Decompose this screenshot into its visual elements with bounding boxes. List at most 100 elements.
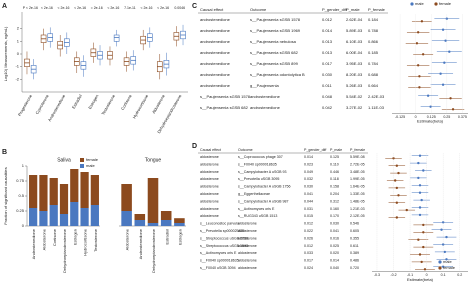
table-cell: s__Prevotella uSGB 3095	[238, 177, 279, 181]
facet-title: Tongue	[145, 157, 162, 163]
table-cell: 0.355	[350, 236, 359, 240]
table-cell: 0.012	[322, 17, 333, 22]
table-cell: s__Actinomyces oris E	[238, 207, 275, 211]
x-tick-label: 0	[426, 273, 428, 277]
table-cell: 0.204	[330, 192, 339, 196]
legend-swatch	[438, 260, 442, 264]
y-axis-label: Log10( Measurements, ng/mL)	[3, 26, 8, 81]
table-cell: 3.27E-02	[346, 105, 363, 110]
table-cell: 5.89E-03	[346, 28, 363, 33]
estimate-point	[449, 97, 452, 100]
table-cell: 0.688	[368, 72, 379, 77]
x-tick-label: Estrogen	[72, 229, 77, 245]
table-cell: 0.788	[368, 28, 379, 33]
legend-label: female	[443, 265, 456, 270]
table-cell: androstenedione	[200, 61, 231, 66]
column-header: Outcome	[250, 7, 267, 12]
table-cell: aldosterone	[200, 155, 219, 159]
x-tick-label: Testosterone	[93, 228, 98, 252]
table-cell: 0.049	[304, 170, 313, 174]
table-cell: 0.030	[304, 185, 313, 189]
legend-swatch	[438, 266, 442, 270]
y-tick-label: 2	[17, 26, 20, 31]
x-axis-label: Estimate(beta)	[407, 277, 434, 282]
table-cell: 0.048	[322, 94, 333, 99]
estimate-point	[405, 208, 408, 212]
legend-label: female	[439, 1, 452, 6]
bar-segment	[59, 184, 69, 214]
table-cell: 0.184	[368, 17, 379, 22]
estimate-point	[418, 191, 422, 194]
column-header: P_gender_diff	[322, 7, 348, 12]
estimate-point	[395, 186, 399, 190]
legend-label: male	[443, 259, 452, 264]
x-tick-label: 0.2	[457, 273, 462, 277]
estimate-point	[418, 253, 422, 256]
table-cell: 0.160	[330, 207, 339, 211]
table-cell: s__Paujensenia sGSB 682	[200, 105, 249, 110]
bar-segment	[134, 220, 146, 226]
y-tick-label: 0.25	[16, 208, 25, 213]
table-cell: 5.54E-02	[346, 94, 363, 99]
estimate-point	[415, 42, 419, 45]
x-tick-label: Cyproterone	[34, 93, 50, 115]
table-cell: 0.044	[304, 199, 313, 203]
table-cell: 0.025	[330, 244, 339, 248]
table-cell: aldosterone	[200, 170, 219, 174]
estimate-point	[440, 228, 443, 231]
table-cell: androstenedione	[250, 105, 281, 110]
x-tick-label: -0.2	[390, 273, 396, 277]
estimate-point	[395, 201, 399, 204]
estimate-point	[422, 231, 425, 234]
annotation: P < 2e-16	[23, 6, 38, 10]
annotation: < 2e-16	[58, 6, 70, 10]
table-cell: 1.99E-05	[350, 177, 365, 181]
annotation: < 2e-16	[74, 6, 86, 10]
table-cell: s__Streptococcus uSGB 2756	[200, 236, 248, 240]
table-cell: s__F0040 uSGB 3094	[200, 266, 236, 270]
table-cell: 0.012	[304, 222, 313, 226]
table-cell: aldosterone	[238, 229, 257, 233]
x-tick-label: Hydrocortisone	[83, 228, 88, 256]
estimate-point	[417, 238, 420, 241]
table-cell: 1.48E-05	[350, 199, 365, 203]
column-header: P_gender_diff	[304, 148, 326, 152]
table-cell: 2.12E-05	[350, 214, 365, 218]
estimate-point	[441, 83, 445, 86]
table-cell: 1.33E-05	[350, 192, 365, 196]
table-cell: 5.59E-08	[350, 155, 365, 159]
bar-segment	[134, 214, 146, 220]
estimate-point	[420, 260, 423, 264]
column-header: Outcome	[238, 148, 253, 152]
table-cell: aldosterone	[200, 177, 219, 181]
estimate-point	[422, 223, 425, 227]
bar-segment	[49, 178, 58, 205]
annotation: < 2e-16	[41, 6, 53, 10]
table-cell: 0.664	[368, 83, 379, 88]
table-cell: 6.10E-03	[346, 39, 363, 44]
table-cell: aldosterone	[200, 214, 219, 218]
table-cell: 0.110	[330, 162, 339, 166]
x-tick-label: Progesterone	[17, 93, 34, 117]
estimate-point	[418, 184, 422, 187]
table-cell: 0.016	[330, 236, 339, 240]
table-cell: 0.389	[350, 251, 359, 255]
legend-swatch	[434, 2, 438, 6]
bar-segment	[29, 175, 38, 208]
table-cell: s__Paujensenia sGSB 1969	[250, 28, 301, 33]
column-header: P_female	[368, 7, 386, 12]
column-header: P_male	[346, 7, 360, 12]
table-cell: 0.013	[322, 50, 333, 55]
facet-title: Saliva	[57, 157, 71, 163]
estimate-point	[445, 258, 448, 261]
table-cell: 0.032	[304, 177, 313, 181]
table-cell: s__Prevotella sp000025825	[200, 229, 245, 233]
table-cell: s__Paujensenia sGSB 899	[250, 61, 299, 66]
x-tick-label: Aldosterone	[151, 93, 166, 115]
estimate-point	[397, 194, 400, 197]
table-cell: aldosterone	[238, 222, 257, 226]
y-axis-label: Fraction of significant causalities	[3, 167, 8, 225]
x-tick-label: Hydrocortisone	[132, 93, 150, 119]
x-tick-label: Dehydroepiandrosterone	[62, 228, 67, 273]
table-cell: s__Streptococcus uSGB 1995	[200, 244, 248, 248]
